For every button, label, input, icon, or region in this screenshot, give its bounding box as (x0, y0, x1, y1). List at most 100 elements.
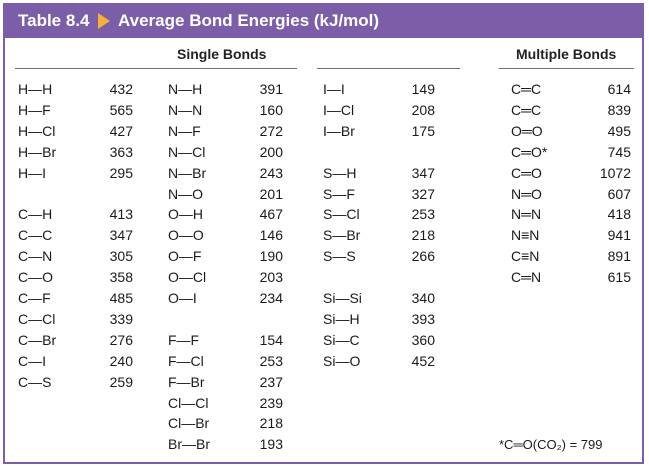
bond-label: C═O* (511, 144, 548, 160)
bond-label: O—F (168, 248, 202, 264)
bond-energy-value: 218 (259, 415, 283, 431)
bond-label: C═N (511, 269, 542, 285)
bond-label: O—H (168, 206, 203, 222)
table-number: Table 8.4 (18, 11, 90, 30)
multiple-bonds-header: Multiple Bonds (516, 46, 617, 62)
bond-label: I—I (323, 81, 345, 97)
bond-energy-value: 208 (411, 102, 435, 118)
bond-energy-value: 327 (411, 186, 435, 202)
bond-energy-value: 234 (259, 290, 283, 306)
bond-energy-value: 266 (411, 248, 435, 264)
bond-energy-value: 418 (607, 206, 631, 222)
bond-energy-value: 891 (607, 248, 631, 264)
bond-label: S—S (323, 248, 356, 264)
bond-label: C≡N (511, 248, 540, 264)
bond-energy-value: 200 (259, 144, 283, 160)
bond-energy-value: 614 (607, 81, 631, 97)
bond-energy-value: 427 (109, 123, 133, 139)
bond-energy-value: 941 (607, 227, 631, 243)
bond-energy-value: 175 (411, 123, 435, 139)
bond-energy-value: 253 (259, 353, 283, 369)
bond-label: O—Cl (168, 269, 207, 285)
bond-energy-value: 253 (411, 206, 435, 222)
bond-label: S—H (323, 165, 357, 181)
bond-energy-value: 203 (259, 269, 283, 285)
bond-label: S—F (323, 186, 355, 202)
bond-label: C—H (18, 206, 53, 222)
bond-label: C—F (18, 290, 51, 306)
bond-energy-value: 149 (411, 81, 435, 97)
bond-label: O═O (511, 123, 543, 139)
bond-label: Si—H (323, 311, 360, 327)
bond-label: C—Cl (18, 311, 56, 327)
bond-label: Si—O (323, 353, 361, 369)
bond-label: F—Cl (168, 353, 204, 369)
bond-label: H—F (18, 102, 51, 118)
bond-label: N═N (511, 206, 542, 222)
bond-energy-value: 839 (607, 102, 631, 118)
bond-energy-value: 432 (109, 81, 133, 97)
bond-energy-value: 201 (259, 186, 283, 202)
bond-label: I—Cl (323, 102, 355, 118)
bond-label: C—Br (18, 332, 57, 348)
bond-energy-value: 452 (411, 353, 435, 369)
bond-label: C═C (511, 102, 542, 118)
bond-label: Cl—Cl (168, 395, 209, 411)
bond-energy-value: 347 (109, 227, 133, 243)
bond-energy-value: 393 (411, 311, 435, 327)
bond-energy-value: 565 (109, 102, 133, 118)
bond-energy-value: 615 (607, 269, 631, 285)
bond-label: C—S (18, 374, 52, 390)
bond-energy-value: 358 (109, 269, 133, 285)
bond-energy-value: 495 (607, 123, 631, 139)
bond-label: C—I (18, 353, 46, 369)
bond-label: O—O (168, 227, 204, 243)
bond-label: Si—C (323, 332, 360, 348)
footnote: *C═O(CO₂) = 799 (499, 437, 603, 452)
bond-energy-value: 272 (259, 123, 283, 139)
bond-energy-value: 607 (607, 186, 631, 202)
bond-label: C═O (511, 165, 542, 181)
bond-energy-value: 154 (259, 332, 283, 348)
bond-energy-value: 340 (411, 290, 435, 306)
bond-energy-value: 276 (109, 332, 133, 348)
single-bonds-header: Single Bonds (177, 46, 267, 62)
bond-label: N≡N (511, 227, 540, 243)
bond-energy-value: 146 (259, 227, 283, 243)
bond-label: C—N (18, 248, 53, 264)
bond-energy-value: 160 (259, 102, 283, 118)
bond-label: N—O (168, 186, 203, 202)
bond-label: Br—Br (168, 436, 210, 452)
bond-label: H—H (18, 81, 53, 97)
bond-label: Si—Si (323, 290, 362, 306)
bond-label: N—N (168, 102, 203, 118)
bond-label: N—F (168, 123, 201, 139)
title-bar: Table 8.4 Average Bond Energies (kJ/mol) (5, 5, 642, 38)
multiple-bonds-rule (499, 68, 634, 69)
bond-label: F—F (168, 332, 200, 348)
bond-energy-value: 485 (109, 290, 133, 306)
table-frame: Table 8.4 Average Bond Energies (kJ/mol)… (3, 3, 644, 464)
bond-label: C—O (18, 269, 53, 285)
bond-label: C═C (511, 81, 542, 97)
bond-label: O—I (168, 290, 197, 306)
bond-energy-value: 193 (259, 436, 283, 452)
bond-label: H—I (18, 165, 46, 181)
bond-energy-value: 391 (259, 81, 283, 97)
bond-label: N—Br (168, 165, 207, 181)
bond-energy-value: 259 (109, 374, 133, 390)
arrow-icon (98, 13, 110, 29)
table-title: Average Bond Energies (kJ/mol) (118, 11, 380, 30)
bond-energy-value: 218 (411, 227, 435, 243)
bond-energy-value: 413 (109, 206, 133, 222)
bond-energy-value: 243 (259, 165, 283, 181)
bond-label: N—Cl (168, 144, 206, 160)
bond-energy-value: 1072 (599, 165, 631, 181)
bond-energy-value: 745 (607, 144, 631, 160)
bond-label: S—Cl (323, 206, 360, 222)
bond-label: S—Br (323, 227, 361, 243)
bond-energy-value: 237 (259, 374, 283, 390)
bond-energy-value: 239 (259, 395, 283, 411)
single-bonds-rule-right (317, 68, 460, 69)
bond-energy-value: 339 (109, 311, 133, 327)
